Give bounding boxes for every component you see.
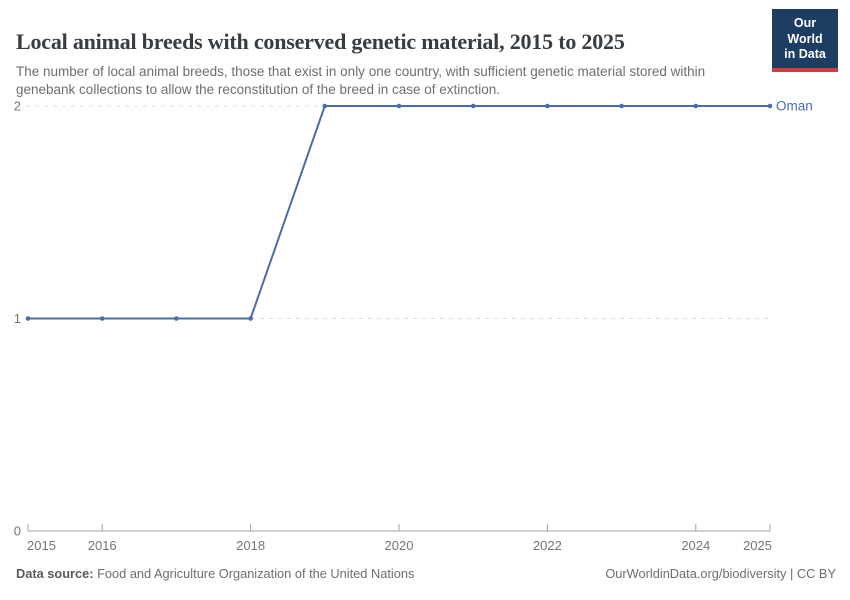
owid-logo-line1: Our World <box>787 16 823 46</box>
data-point[interactable] <box>248 316 253 321</box>
data-point[interactable] <box>545 103 550 109</box>
x-tick-label: 2024 <box>681 538 710 553</box>
owid-logo[interactable]: Our World in Data <box>772 9 838 72</box>
chart-subtitle: The number of local animal breeds, those… <box>16 63 706 98</box>
y-tick-label: 1 <box>14 311 21 326</box>
series-line <box>27 105 771 320</box>
data-point[interactable] <box>322 103 328 109</box>
data-point[interactable] <box>174 316 179 321</box>
data-source: Data source: Food and Agriculture Organi… <box>16 566 414 581</box>
data-point[interactable] <box>99 316 105 321</box>
data-point[interactable] <box>470 103 476 109</box>
y-tick-label: 2 <box>14 99 21 114</box>
data-point[interactable] <box>767 103 773 109</box>
data-source-label: Data source: <box>16 566 94 581</box>
x-tick-label: 2025 <box>743 538 772 553</box>
y-tick-label: 0 <box>14 524 21 539</box>
data-point[interactable] <box>25 316 31 321</box>
data-source-value: Food and Agriculture Organization of the… <box>97 566 415 581</box>
credit-link[interactable]: OurWorldinData.org/biodiversity | CC BY <box>605 566 836 581</box>
data-point[interactable] <box>396 103 402 109</box>
x-tick-label: 2022 <box>533 538 562 553</box>
data-point[interactable] <box>619 103 624 109</box>
owid-logo-line2: in Data <box>784 47 826 62</box>
page-title: Local animal breeds with conserved genet… <box>16 28 625 54</box>
chart-footer: Data source: Food and Agriculture Organi… <box>16 566 836 581</box>
data-point[interactable] <box>693 103 699 109</box>
x-tick-label: 2015 <box>27 538 56 553</box>
series-end-label: Oman <box>776 99 813 114</box>
x-tick-label: 2016 <box>88 538 117 553</box>
x-tick-label: 2018 <box>236 538 265 553</box>
x-tick-label: 2020 <box>385 538 414 553</box>
